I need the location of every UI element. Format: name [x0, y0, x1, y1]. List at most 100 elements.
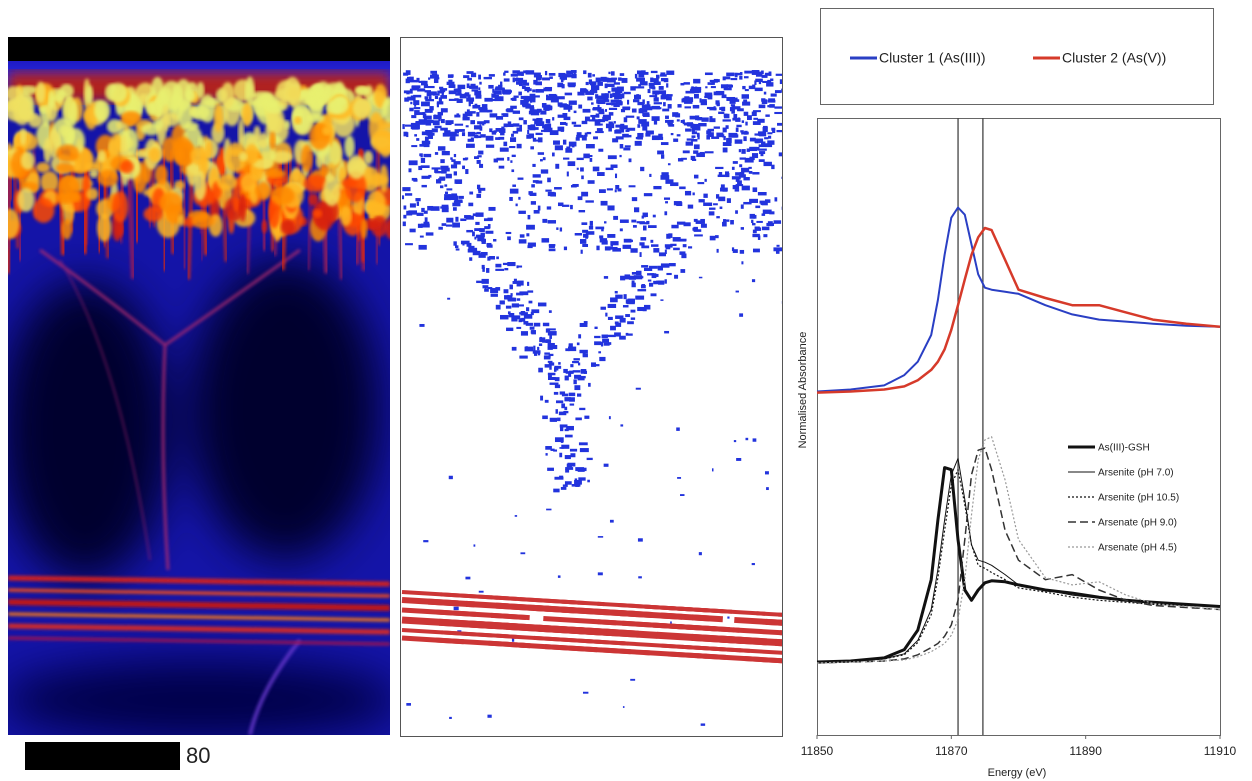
speckle [615, 322, 622, 327]
speckle [666, 70, 675, 75]
blob [177, 214, 185, 227]
speckle [566, 171, 569, 177]
speckle [529, 96, 534, 102]
red-band [491, 612, 527, 620]
speckle [658, 90, 667, 95]
speckle [768, 135, 772, 139]
speckle [563, 246, 568, 251]
speckle [501, 113, 507, 116]
speckle [683, 222, 691, 227]
speckle [701, 99, 707, 103]
speckle [422, 113, 427, 119]
speckle [650, 239, 654, 243]
speckle [423, 143, 430, 148]
speckle [781, 176, 782, 179]
speckle [755, 78, 763, 83]
speckle [533, 345, 536, 351]
speckle [571, 144, 575, 148]
speckle [410, 101, 413, 105]
speckle [641, 70, 646, 74]
speckle [418, 244, 427, 250]
speckle [725, 172, 730, 178]
speckle [402, 187, 411, 192]
speckle [617, 101, 623, 105]
speckle [495, 137, 501, 140]
blob [232, 181, 241, 213]
speckle [741, 120, 745, 123]
speckle [715, 166, 724, 170]
speckle [557, 417, 561, 422]
speckle [417, 223, 423, 228]
speckle [598, 189, 606, 194]
speckle [779, 79, 782, 85]
speckle [628, 185, 636, 188]
speckle [418, 165, 423, 171]
x-tick-label: 11890 [1069, 744, 1102, 758]
speckle [488, 206, 496, 211]
speckle [557, 82, 564, 88]
stripes [8, 575, 390, 646]
speckle [643, 193, 653, 197]
speckle [527, 242, 536, 247]
speckle [411, 85, 421, 89]
speckle [759, 131, 767, 137]
speckle [563, 368, 568, 373]
speckle [454, 98, 459, 101]
legend-box [820, 8, 1214, 105]
speckle [419, 112, 424, 115]
speckle [716, 79, 720, 83]
speckle [476, 159, 481, 164]
blob [297, 88, 315, 105]
speckle [559, 121, 567, 126]
speckle [526, 307, 530, 312]
speckle [734, 189, 740, 192]
speckle [509, 146, 516, 149]
legend-label: Arsenite (pH 7.0) [1098, 468, 1174, 479]
speckle [403, 90, 413, 94]
speckle [601, 334, 608, 339]
speckle [548, 353, 554, 357]
blob [283, 119, 291, 129]
speckle [444, 194, 451, 198]
speckle [607, 205, 615, 211]
speckle [705, 86, 708, 89]
blob [35, 162, 51, 173]
blob [329, 96, 349, 114]
speckle [630, 239, 633, 243]
speckle [537, 152, 545, 155]
speckle [578, 467, 587, 472]
speckle [562, 139, 567, 145]
speckle [452, 222, 460, 228]
speckle [553, 488, 560, 493]
speckle [683, 82, 690, 85]
speckle [625, 333, 633, 336]
speckle [530, 330, 534, 334]
blob [35, 81, 46, 104]
speckle [571, 484, 581, 487]
speckle [534, 95, 540, 98]
speckle [585, 231, 595, 235]
speckle [540, 169, 549, 174]
speckle [519, 312, 528, 315]
speckle [626, 301, 635, 305]
blob [347, 154, 366, 180]
speckle [503, 141, 508, 147]
speckle [489, 98, 497, 102]
speckle [650, 70, 658, 74]
speckle [543, 127, 549, 132]
speckle [761, 226, 770, 231]
blob [48, 90, 55, 110]
speckle [419, 153, 422, 157]
speckle [416, 212, 424, 216]
speckle [540, 159, 543, 162]
speckle [479, 107, 488, 113]
speckle [528, 133, 534, 139]
speckle [767, 132, 773, 135]
speckle [411, 177, 418, 181]
speckle [545, 106, 553, 109]
red-band [739, 648, 782, 655]
speckle [623, 238, 632, 243]
speckle [409, 107, 414, 112]
blob [245, 144, 259, 165]
speckle [559, 75, 567, 80]
